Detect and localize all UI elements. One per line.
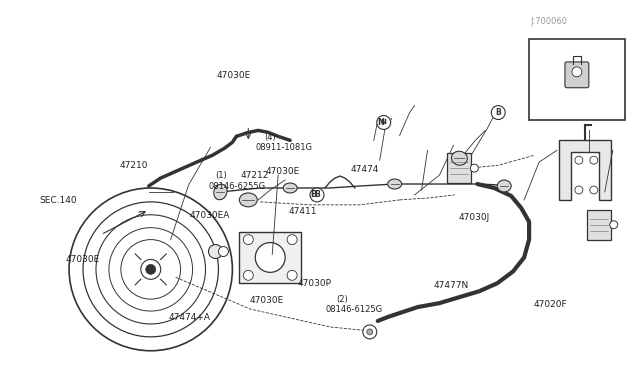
Circle shape [590, 156, 598, 164]
Circle shape [470, 164, 478, 172]
Bar [529, 39, 625, 121]
Ellipse shape [214, 184, 227, 200]
Text: 47030E: 47030E [250, 296, 284, 305]
Text: 08146-6125G: 08146-6125G [325, 305, 382, 314]
Circle shape [218, 247, 228, 256]
Polygon shape [559, 140, 611, 200]
Circle shape [141, 259, 161, 279]
FancyBboxPatch shape [587, 210, 611, 240]
FancyBboxPatch shape [447, 153, 471, 183]
Circle shape [367, 329, 372, 335]
Text: 47474: 47474 [351, 165, 379, 174]
Text: (4): (4) [264, 133, 276, 142]
Text: 47030P: 47030P [298, 279, 332, 288]
Text: 08911-1081G: 08911-1081G [255, 143, 312, 152]
Text: 47477N: 47477N [433, 281, 468, 290]
Circle shape [255, 243, 285, 272]
Text: 47411: 47411 [288, 207, 317, 217]
Text: N: N [381, 119, 387, 125]
Text: SEC.140: SEC.140 [40, 196, 77, 205]
FancyBboxPatch shape [565, 62, 589, 88]
Circle shape [377, 116, 390, 129]
Text: B: B [495, 108, 501, 117]
Text: 47030E: 47030E [217, 71, 251, 80]
Text: 47210: 47210 [119, 161, 148, 170]
Circle shape [590, 186, 598, 194]
Text: 47030J: 47030J [459, 213, 490, 222]
Text: (2): (2) [336, 295, 348, 304]
Text: 47030E: 47030E [266, 167, 300, 176]
Text: 47474+A: 47474+A [168, 312, 211, 321]
Circle shape [243, 235, 253, 244]
Text: 47030EA: 47030EA [189, 211, 230, 220]
Text: 08146-6255G: 08146-6255G [209, 182, 266, 190]
Text: B: B [314, 190, 320, 199]
Circle shape [287, 270, 297, 280]
Ellipse shape [283, 183, 297, 193]
Text: 47212: 47212 [241, 171, 269, 180]
Bar [239, 232, 301, 283]
Circle shape [310, 188, 324, 202]
Ellipse shape [451, 151, 467, 165]
Circle shape [572, 67, 582, 77]
Circle shape [575, 186, 583, 194]
Text: 47020F: 47020F [534, 300, 568, 309]
Text: B: B [310, 190, 316, 199]
Text: J:700060: J:700060 [531, 17, 567, 26]
Circle shape [363, 325, 377, 339]
Circle shape [492, 106, 505, 119]
Circle shape [575, 156, 583, 164]
Text: N: N [378, 118, 385, 127]
Ellipse shape [239, 193, 257, 207]
Circle shape [243, 270, 253, 280]
Circle shape [610, 221, 618, 229]
Circle shape [287, 235, 297, 244]
Ellipse shape [497, 180, 511, 192]
Circle shape [146, 264, 156, 274]
Circle shape [209, 244, 223, 259]
Text: 47030E: 47030E [65, 255, 99, 264]
Text: (1): (1) [215, 171, 227, 180]
Ellipse shape [388, 179, 402, 189]
